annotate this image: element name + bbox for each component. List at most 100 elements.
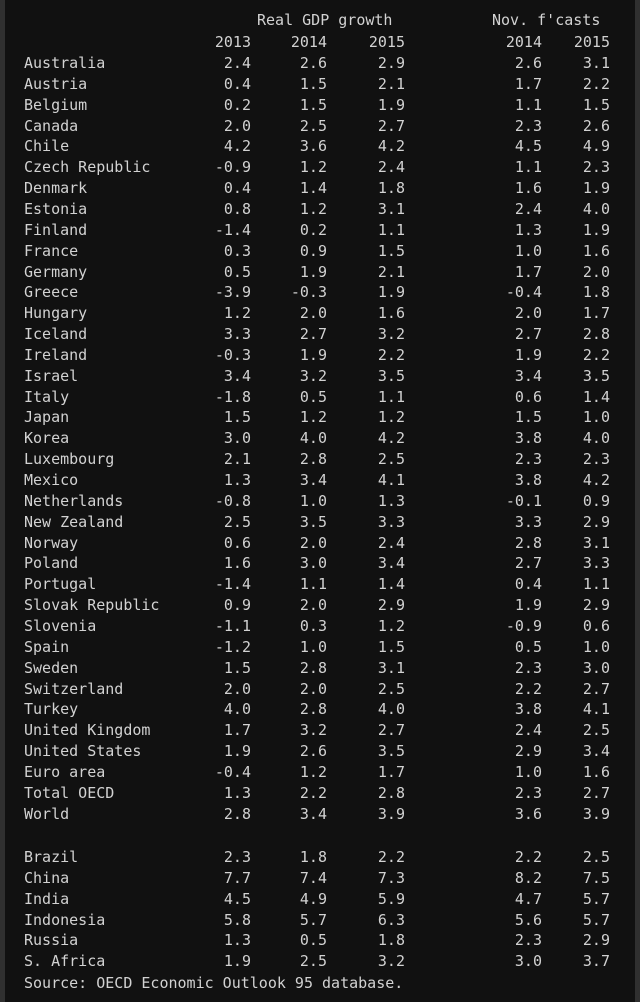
value-cell: 2.3: [514, 931, 542, 950]
value-cell: -0.4: [505, 283, 542, 302]
value-cell: 1.9: [377, 95, 405, 114]
value-cell: -0.9: [505, 616, 542, 635]
value-cell: 2.6: [299, 54, 327, 72]
value-cell: 1.3: [223, 931, 251, 950]
value-cell: 3.4: [223, 366, 251, 385]
value-cell: 2.9: [582, 596, 610, 615]
value-cell: 1.8: [377, 179, 405, 198]
value-cell: 1.5: [299, 74, 327, 93]
country-name: Germany: [24, 262, 88, 281]
value-cell: 4.9: [582, 137, 610, 156]
value-cell: 1.3: [514, 220, 542, 239]
value-cell: 0.4: [514, 575, 542, 594]
country-name: Sweden: [24, 658, 79, 677]
value-cell: 2.4: [377, 158, 405, 177]
value-cell: 3.2: [299, 366, 327, 385]
value-cell: 3.1: [377, 199, 405, 218]
value-cell: -0.1: [505, 491, 542, 510]
value-cell: 2.3: [514, 450, 542, 469]
value-cell: 2.3: [582, 158, 610, 177]
value-cell: 8.2: [514, 868, 542, 887]
value-cell: 2.0: [223, 679, 251, 698]
country-name: Slovenia: [24, 616, 97, 635]
header-year: 2015: [573, 33, 610, 51]
value-cell: -0.4: [214, 762, 251, 781]
value-cell: 0.5: [299, 931, 327, 950]
value-cell: 1.1: [582, 575, 610, 594]
value-cell: 2.9: [582, 512, 610, 531]
value-cell: 1.0: [514, 762, 542, 781]
value-cell: 5.8: [223, 910, 251, 929]
value-cell: 1.1: [377, 220, 405, 239]
country-name: Australia: [24, 54, 106, 72]
value-cell: 1.1: [514, 158, 542, 177]
value-cell: 0.6: [223, 533, 251, 552]
country-name: Ireland: [24, 345, 88, 364]
value-cell: 2.8: [299, 700, 327, 719]
country-name: S. Africa: [24, 952, 106, 971]
country-name: Poland: [24, 554, 79, 573]
value-cell: 1.9: [299, 345, 327, 364]
country-name: Japan: [24, 408, 70, 427]
value-cell: 3.3: [377, 512, 405, 531]
value-cell: 2.3: [514, 783, 542, 802]
value-cell: 0.8: [223, 199, 251, 218]
value-cell: 4.2: [377, 429, 405, 448]
value-cell: 5.6: [514, 910, 542, 929]
value-cell: 3.2: [377, 952, 405, 971]
value-cell: 5.9: [377, 889, 405, 908]
value-cell: 1.0: [582, 637, 610, 656]
header-year: 2015: [368, 33, 405, 51]
value-cell: 2.2: [514, 679, 542, 698]
value-cell: 2.1: [377, 74, 405, 93]
value-cell: 3.4: [377, 554, 405, 573]
value-cell: 3.5: [299, 512, 327, 531]
value-cell: 1.6: [377, 304, 405, 323]
value-cell: 7.3: [377, 868, 405, 887]
value-cell: 1.2: [223, 304, 251, 323]
country-name: Iceland: [24, 325, 88, 344]
header-nov-forecasts: Nov. f'casts: [492, 11, 601, 29]
country-name: China: [24, 868, 70, 887]
country-name: Canada: [24, 116, 79, 135]
value-cell: 1.7: [223, 721, 251, 740]
value-cell: 3.5: [377, 366, 405, 385]
value-cell: 3.0: [223, 429, 251, 448]
country-name: World: [24, 804, 70, 823]
value-cell: -1.1: [214, 616, 251, 635]
value-cell: 3.1: [377, 658, 405, 677]
value-cell: 7.4: [299, 868, 327, 887]
country-name: Turkey: [24, 700, 79, 719]
value-cell: 2.8: [299, 658, 327, 677]
value-cell: 3.4: [514, 366, 542, 385]
value-cell: 4.5: [223, 889, 251, 908]
country-name: India: [24, 889, 70, 908]
value-cell: 3.0: [299, 554, 327, 573]
value-cell: 0.9: [223, 596, 251, 615]
value-cell: 2.0: [299, 304, 327, 323]
value-cell: 2.0: [299, 533, 327, 552]
value-cell: 1.8: [582, 283, 610, 302]
value-cell: 2.0: [514, 304, 542, 323]
value-cell: 1.2: [377, 616, 405, 635]
value-cell: 2.4: [223, 54, 251, 72]
value-cell: 2.7: [514, 554, 542, 573]
value-cell: 3.4: [299, 471, 327, 489]
value-cell: 4.5: [514, 137, 542, 156]
value-cell: 1.2: [299, 762, 327, 781]
value-cell: 2.7: [299, 325, 327, 344]
country-name: Denmark: [24, 179, 88, 198]
value-cell: 1.5: [223, 658, 251, 677]
value-cell: 1.9: [223, 742, 251, 761]
value-cell: 4.9: [299, 889, 327, 908]
value-cell: 1.6: [514, 179, 542, 198]
value-cell: 5.7: [582, 889, 610, 908]
value-cell: 2.3: [514, 658, 542, 677]
value-cell: 1.6: [582, 241, 610, 260]
value-cell: -1.8: [214, 387, 251, 406]
value-cell: 3.8: [514, 700, 542, 719]
value-cell: 3.5: [582, 366, 610, 385]
value-cell: 1.5: [582, 95, 610, 114]
value-cell: 1.1: [377, 387, 405, 406]
value-cell: 0.6: [582, 616, 610, 635]
